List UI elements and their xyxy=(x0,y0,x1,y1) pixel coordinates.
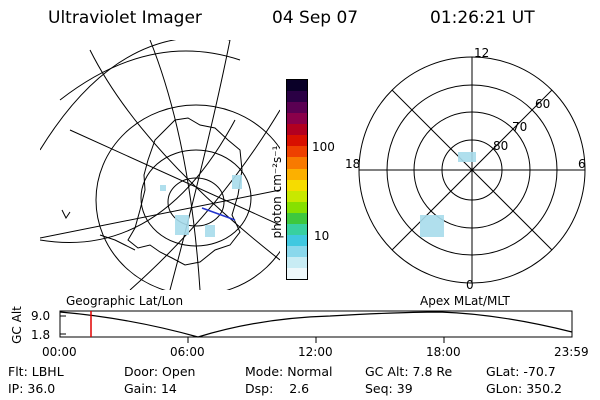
polar-diagonal xyxy=(391,89,553,251)
lon-arc xyxy=(89,49,280,261)
altitude-curve xyxy=(59,311,573,338)
colorbar-segment xyxy=(287,190,307,202)
mlt-label-12: 12 xyxy=(474,46,490,60)
colorbar-segment xyxy=(287,124,307,136)
lon-arc xyxy=(129,109,280,290)
mlt-label-0: 0 xyxy=(466,278,474,292)
info-mode: Mode: Normal xyxy=(245,364,333,379)
x-tick-2359: 23:59 xyxy=(554,345,589,359)
lat-arc xyxy=(59,50,241,101)
lon-arc xyxy=(40,119,236,243)
aurora-patch xyxy=(175,215,189,235)
time-label: 01:26:21 UT xyxy=(430,8,535,28)
lat-label-70: 70 xyxy=(512,120,528,134)
mlt-label-6: 6 xyxy=(578,157,586,171)
lon-arc xyxy=(149,40,201,290)
info-door: Door: Open xyxy=(124,364,196,379)
aurora-patch xyxy=(232,175,242,189)
coastline xyxy=(99,234,136,251)
lat-label-80: 80 xyxy=(493,139,509,153)
info-flt: Flt: LBHL xyxy=(8,364,64,379)
x-tick-0000: 00:00 xyxy=(42,345,77,359)
lat-arc xyxy=(40,40,230,151)
lon-line xyxy=(40,189,280,239)
geo-panel-label: Geographic Lat/Lon xyxy=(66,294,184,308)
colorbar-segment xyxy=(287,80,307,92)
alt-tick-low: 1.8 xyxy=(31,328,51,342)
colorbar-segment xyxy=(287,157,307,169)
alt-tick-high: 9.0 xyxy=(31,309,51,323)
colorbar-segment xyxy=(287,102,307,114)
colorbar-segment xyxy=(287,113,307,125)
colorbar-unit: photon cm⁻²s⁻¹ xyxy=(270,145,284,239)
earth-limb xyxy=(95,104,280,290)
aurora-patch xyxy=(420,215,444,237)
colorbar-segment xyxy=(287,234,307,246)
aurora-patch xyxy=(458,152,476,162)
instrument-title: Ultraviolet Imager xyxy=(48,8,202,28)
coastline xyxy=(61,209,71,219)
x-tick-0600: 06:00 xyxy=(170,345,205,359)
track-segment xyxy=(201,207,236,221)
lon-line xyxy=(69,129,280,226)
altitude-plot-frame xyxy=(59,310,573,338)
colorbar-segment xyxy=(287,168,307,180)
date-label: 04 Sep 07 xyxy=(272,8,359,28)
colorbar-segment xyxy=(287,91,307,103)
x-tick-1200: 12:00 xyxy=(298,345,333,359)
colorbar-segment xyxy=(287,223,307,235)
colorbar-tick-100: 100 xyxy=(312,140,335,154)
info-gain: Gain: 14 xyxy=(124,381,177,396)
info-ip: IP: 36.0 xyxy=(8,381,56,396)
polar-plot xyxy=(358,56,586,284)
altitude-ylabel: GC Alt xyxy=(10,306,24,344)
info-glon: GLon: 350.2 xyxy=(486,381,562,396)
colorbar-segment xyxy=(287,245,307,257)
colorbar xyxy=(286,79,308,280)
lat-circle xyxy=(140,149,252,247)
mlt-label-18: 18 xyxy=(345,157,361,171)
colorbar-segment xyxy=(287,268,307,280)
colorbar-tick-10: 10 xyxy=(314,229,330,243)
colorbar-segment xyxy=(287,179,307,191)
polar-panel-label: Apex MLat/MLT xyxy=(420,294,510,308)
info-gc-alt: GC Alt: 7.8 Re xyxy=(365,364,453,379)
coastline xyxy=(127,117,243,266)
colorbar-segment xyxy=(287,146,307,158)
x-tick-1800: 18:00 xyxy=(426,345,461,359)
aurora-patch xyxy=(160,185,166,191)
colorbar-segment xyxy=(287,201,307,213)
colorbar-segment xyxy=(287,212,307,224)
colorbar-segment xyxy=(287,257,307,269)
info-dsp: Dsp: 2.6 xyxy=(245,381,310,396)
info-seq: Seq: 39 xyxy=(365,381,413,396)
aurora-patch xyxy=(205,225,215,237)
lon-arc xyxy=(169,40,231,290)
info-glat: GLat: -70.7 xyxy=(486,364,556,379)
lat-label-60: 60 xyxy=(535,97,551,111)
colorbar-segment xyxy=(287,135,307,147)
